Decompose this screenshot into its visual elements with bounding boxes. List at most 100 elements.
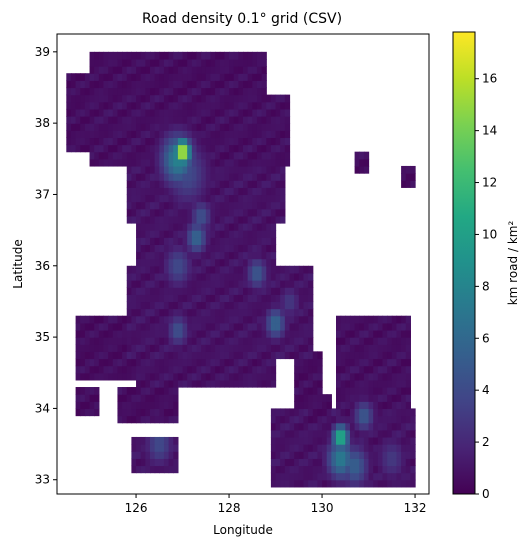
heatmap-cell bbox=[196, 230, 202, 238]
heatmap-cell bbox=[182, 173, 188, 181]
heatmap-cell bbox=[266, 344, 272, 352]
heatmap-cell bbox=[326, 415, 332, 424]
heatmap-cell bbox=[163, 372, 170, 381]
heatmap-cell bbox=[205, 287, 212, 295]
heatmap-cell bbox=[136, 194, 142, 203]
heatmap-cell bbox=[173, 358, 179, 367]
heatmap-cell bbox=[163, 130, 170, 139]
heatmap-cell bbox=[205, 322, 212, 331]
heatmap-cell bbox=[168, 337, 174, 345]
heatmap-cell bbox=[238, 280, 244, 288]
heatmap-cell bbox=[140, 258, 146, 267]
heatmap-cell bbox=[224, 251, 230, 260]
heatmap-cell bbox=[145, 58, 151, 67]
heatmap-cell bbox=[303, 358, 309, 367]
heatmap-cell bbox=[173, 308, 179, 317]
heatmap-cell bbox=[159, 180, 165, 188]
heatmap-cell bbox=[266, 158, 272, 167]
heatmap-cell bbox=[345, 422, 351, 431]
heatmap-cell bbox=[108, 101, 114, 110]
heatmap-cell bbox=[270, 251, 277, 260]
heatmap-cell bbox=[270, 322, 277, 331]
heatmap-cell bbox=[182, 208, 188, 217]
heatmap-cell bbox=[126, 165, 132, 174]
heatmap-cell bbox=[252, 80, 258, 89]
heatmap-cell bbox=[131, 287, 137, 295]
heatmap-cell bbox=[238, 187, 244, 196]
heatmap-cell bbox=[98, 58, 105, 67]
heatmap-cell bbox=[136, 237, 142, 245]
heatmap-cell bbox=[140, 137, 146, 146]
heatmap-cell bbox=[191, 80, 198, 89]
heatmap-cell bbox=[131, 265, 137, 274]
heatmap-cell bbox=[131, 73, 137, 81]
heatmap-cell bbox=[210, 329, 216, 338]
heatmap-cell bbox=[270, 372, 277, 381]
heatmap-cell bbox=[163, 237, 170, 245]
heatmap-cell bbox=[177, 301, 184, 310]
heatmap-cell bbox=[117, 315, 123, 324]
heatmap-cell bbox=[215, 87, 221, 96]
heatmap-cell bbox=[154, 315, 160, 324]
heatmap-cell bbox=[247, 294, 253, 303]
heatmap-cell bbox=[191, 130, 198, 139]
heatmap-cell bbox=[94, 116, 100, 124]
heatmap-cell bbox=[122, 322, 128, 331]
heatmap-cell bbox=[238, 66, 244, 74]
heatmap-cell bbox=[89, 144, 95, 153]
heatmap-cell bbox=[103, 351, 109, 360]
heatmap-cell bbox=[168, 451, 174, 459]
heatmap-cell bbox=[391, 337, 398, 345]
heatmap-cell bbox=[112, 322, 119, 331]
heatmap-cell bbox=[159, 387, 165, 395]
heatmap-cell bbox=[247, 244, 253, 253]
heatmap-cell bbox=[154, 165, 160, 174]
heatmap-cell bbox=[247, 58, 253, 67]
heatmap-cell bbox=[224, 180, 230, 188]
heatmap-cell bbox=[229, 351, 235, 360]
heatmap-cell bbox=[80, 315, 86, 324]
heatmap-cell bbox=[122, 80, 128, 89]
heatmap-cell bbox=[215, 322, 221, 331]
heatmap-cell bbox=[270, 465, 277, 474]
heatmap-cell bbox=[256, 180, 263, 188]
heatmap-cell bbox=[229, 344, 235, 352]
heatmap-cell bbox=[345, 444, 351, 452]
heatmap-cell bbox=[145, 465, 151, 474]
heatmap-cell bbox=[122, 73, 128, 81]
heatmap-cell bbox=[159, 130, 165, 139]
heatmap-cell bbox=[252, 379, 258, 388]
heatmap-cell bbox=[363, 322, 370, 331]
heatmap-cell bbox=[261, 280, 267, 288]
heatmap-cell bbox=[308, 379, 314, 388]
heatmap-cell bbox=[173, 187, 179, 196]
heatmap-cell bbox=[294, 315, 300, 324]
heatmap-cell bbox=[238, 315, 244, 324]
heatmap-cell bbox=[294, 401, 300, 410]
heatmap-cell bbox=[238, 237, 244, 245]
heatmap-cell bbox=[210, 158, 216, 167]
heatmap-cell bbox=[363, 165, 370, 174]
heatmap-cell bbox=[205, 123, 212, 131]
heatmap-cell bbox=[154, 180, 160, 188]
heatmap-cell bbox=[229, 180, 235, 188]
heatmap-cell bbox=[270, 101, 277, 110]
heatmap-cell bbox=[363, 479, 370, 488]
heatmap-cell bbox=[215, 344, 221, 352]
x-axis-label: Longitude bbox=[213, 523, 273, 537]
heatmap-cell bbox=[391, 365, 398, 374]
heatmap-cell bbox=[201, 101, 207, 110]
heatmap-cell bbox=[210, 294, 216, 303]
heatmap-cell bbox=[215, 165, 221, 174]
heatmap-cell bbox=[261, 94, 267, 103]
heatmap-cell bbox=[405, 358, 411, 367]
heatmap-cell bbox=[136, 394, 142, 402]
heatmap-cell bbox=[108, 58, 114, 67]
heatmap-cell bbox=[405, 344, 411, 352]
heatmap-cell bbox=[349, 458, 356, 467]
heatmap-cell bbox=[94, 80, 100, 89]
heatmap-cell bbox=[191, 379, 198, 388]
heatmap-cell bbox=[136, 73, 142, 81]
heatmap-cell bbox=[187, 351, 193, 360]
heatmap-cell bbox=[247, 344, 253, 352]
